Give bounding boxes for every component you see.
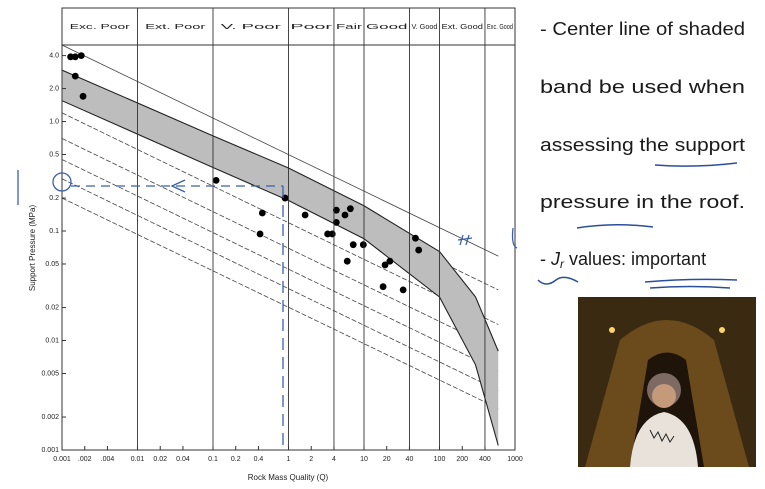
x-tick-label: 0.01: [131, 456, 145, 463]
y-tick-label: 0.02: [45, 304, 59, 311]
data-point: [342, 212, 349, 219]
data-point: [415, 247, 422, 254]
x-tick-label: 10: [360, 456, 368, 463]
class-label: Exc. Good: [487, 22, 513, 31]
x-tick-label: 40: [406, 456, 414, 463]
note-jr: - Jr values: important: [540, 249, 706, 271]
y-tick-label: 0.01: [45, 337, 59, 344]
data-point: [382, 262, 389, 269]
class-label: Poor: [291, 22, 334, 31]
class-label: Good: [366, 22, 407, 31]
data-point: [400, 286, 407, 293]
data-point: [380, 283, 387, 290]
data-point: [72, 53, 79, 60]
data-point: [347, 205, 354, 212]
y-tick-label: 0.001: [41, 447, 59, 454]
x-tick-label: 400: [479, 456, 491, 463]
x-tick-label: 0.001: [53, 456, 71, 463]
y-tick-label: 0.1: [49, 228, 59, 235]
data-point: [259, 210, 266, 217]
data-point: [360, 241, 367, 248]
note-line: assessing the support: [540, 135, 745, 155]
x-tick-label: 0.4: [254, 456, 264, 463]
class-label: V. Poor: [221, 22, 282, 31]
x-tick-label: 0.04: [176, 456, 190, 463]
y-tick-label: 0.2: [49, 195, 59, 202]
y-tick-label: 0.005: [41, 370, 59, 377]
class-label: V. Good: [411, 22, 437, 31]
x-tick-label: 0.2: [231, 456, 241, 463]
x-axis-label: Rock Mass Quality (Q): [248, 473, 329, 482]
note-line: band be used when: [540, 77, 745, 97]
y-tick-label: 0.05: [45, 261, 59, 268]
note-line: pressure in the roof.: [540, 192, 745, 212]
class-label: Ext. Poor: [145, 22, 206, 31]
data-point: [213, 177, 220, 184]
x-tick-label: 100: [434, 456, 446, 463]
x-tick-label: 0.02: [153, 456, 167, 463]
data-point: [257, 231, 264, 238]
note-text: values: important: [564, 249, 706, 269]
data-point: [344, 258, 351, 265]
x-tick-label: .004: [101, 456, 115, 463]
data-point: [80, 93, 87, 100]
x-tick-label: 2: [309, 456, 313, 463]
note-line: - Center line of shaded: [540, 19, 745, 39]
y-tick-label: 2.0: [49, 85, 59, 92]
y-tick-label: 4.0: [49, 52, 59, 59]
class-label: Exc. Poor: [70, 22, 131, 31]
video-inset: [578, 297, 756, 467]
y-tick-label: 1.0: [49, 118, 59, 125]
y-axis-label: Support Pressure (MPa): [28, 205, 37, 292]
data-point: [412, 235, 419, 242]
slide: 0.001 .002 .004 0.01 0.02 0.04 0.1 0.2 0.4 1 2 4 10 2…: [0, 0, 765, 489]
x-tick-label: 1: [287, 456, 291, 463]
y-tick-label: 0.5: [49, 151, 59, 158]
x-tick-label: 0.1: [208, 456, 218, 463]
x-tick-label: 1000: [507, 456, 523, 463]
class-label: Ext. Good: [442, 22, 483, 31]
x-tick-label: 4: [332, 456, 336, 463]
data-point: [78, 52, 85, 59]
x-tick-label: .002: [78, 456, 92, 463]
data-point: [72, 73, 79, 80]
y-tick-label: 0.002: [41, 414, 59, 421]
data-point: [329, 231, 336, 238]
data-point: [302, 212, 309, 219]
x-tick-label: 20: [383, 456, 391, 463]
x-tick-label: 200: [456, 456, 468, 463]
class-label: Fair: [336, 22, 363, 31]
note-prefix: -: [540, 249, 551, 269]
data-point: [350, 241, 357, 248]
